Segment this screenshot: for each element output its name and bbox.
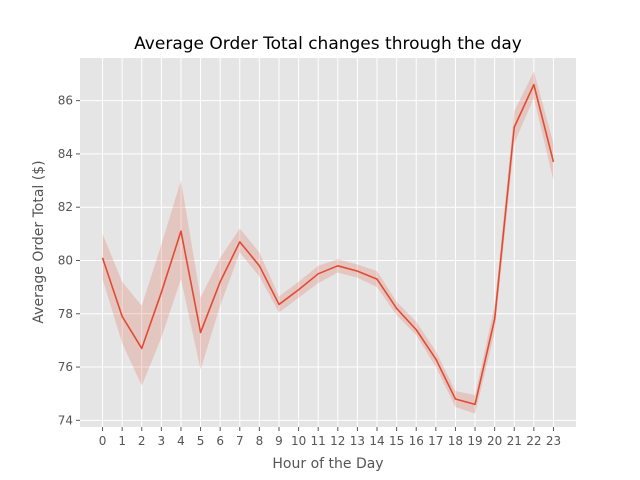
- series-line: [101, 83, 555, 406]
- x-tick-label: 13: [350, 434, 365, 448]
- x-tick-label: 20: [487, 434, 502, 448]
- x-tick-label: 18: [448, 434, 463, 448]
- x-axis-ticks: 0 1 2 3 4 5 6 7 8 9 10 11 12 13 14 15 16 17 18 19 20 21 22 23: [99, 427, 561, 448]
- x-tick-label: 21: [507, 434, 522, 448]
- x-tick-label: 19: [467, 434, 482, 448]
- y-tick-label: 84: [58, 147, 73, 161]
- x-tick-label: 15: [389, 434, 404, 448]
- y-axis-ticks: 74 76 78 80 82 84 86: [58, 94, 80, 427]
- x-tick-label: 10: [291, 434, 306, 448]
- x-tick-label: 11: [311, 434, 326, 448]
- x-tick-label: 2: [138, 434, 146, 448]
- y-tick-label: 74: [58, 413, 73, 427]
- y-tick-label: 82: [58, 200, 73, 214]
- y-tick-label: 86: [58, 94, 73, 108]
- plot-area: [80, 58, 576, 427]
- x-tick-label: 6: [216, 434, 224, 448]
- x-tick-label: 23: [546, 434, 561, 448]
- x-tick-label: 17: [428, 434, 443, 448]
- x-tick-label: 16: [409, 434, 424, 448]
- grid: [80, 58, 576, 427]
- y-tick-label: 78: [58, 307, 73, 321]
- x-tick-label: 5: [197, 434, 205, 448]
- x-tick-label: 22: [526, 434, 541, 448]
- x-tick-label: 3: [158, 434, 166, 448]
- chart-title: Average Order Total changes through the …: [134, 34, 522, 54]
- x-tick-label: 7: [236, 434, 244, 448]
- x-tick-label: 14: [369, 434, 384, 448]
- x-tick-label: 4: [177, 434, 185, 448]
- x-tick-label: 1: [118, 434, 126, 448]
- y-axis-label: Average Order Total ($): [31, 160, 47, 323]
- x-axis-label: Hour of the Day: [272, 456, 383, 472]
- x-tick-label: 8: [256, 434, 264, 448]
- x-tick-label: 12: [330, 434, 345, 448]
- y-tick-label: 80: [58, 253, 73, 267]
- x-tick-label: 0: [99, 434, 107, 448]
- x-tick-label: 9: [275, 434, 283, 448]
- y-tick-label: 76: [58, 360, 73, 374]
